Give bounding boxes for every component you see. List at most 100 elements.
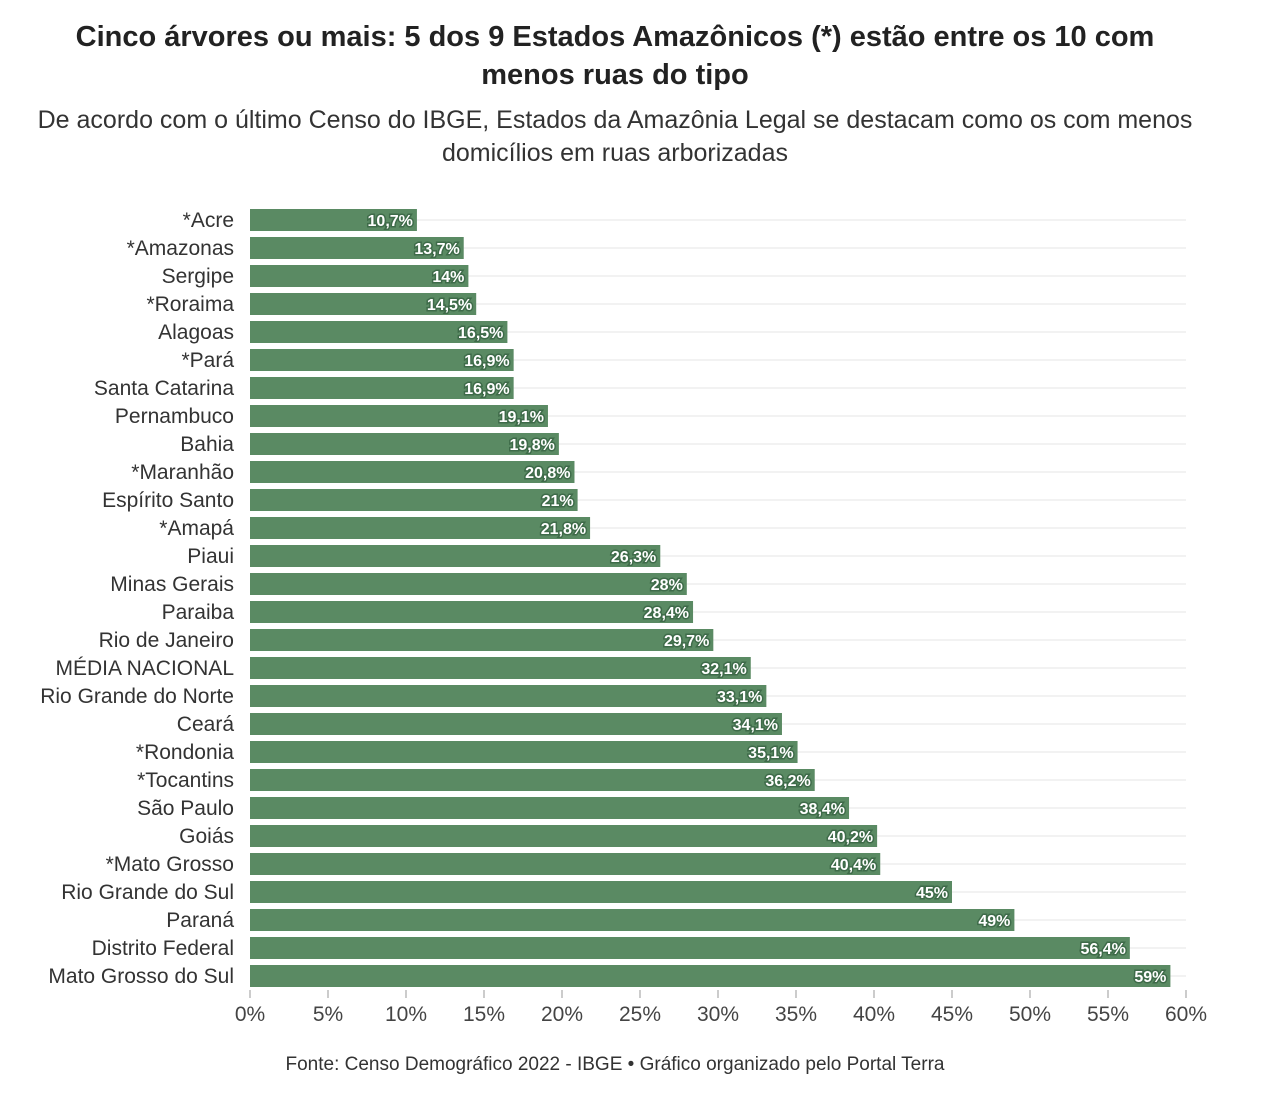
data-label: 13,7% [414, 241, 459, 258]
bar-chart: *Acre *Amazonas Sergipe *Roraima Alagoas *Par… [40, 209, 1207, 1026]
data-label: 34,1% [733, 717, 778, 734]
bar [250, 657, 751, 679]
category-label: MÉDIA NACIONAL [55, 657, 234, 680]
bar [250, 685, 767, 707]
bar [250, 741, 798, 763]
data-label: 45% [916, 885, 948, 902]
bar [250, 545, 661, 567]
data-label: 21% [542, 493, 574, 510]
bar [250, 573, 687, 595]
category-label: Alagoas [158, 321, 234, 344]
x-tick-label: 20% [541, 1003, 583, 1026]
bar [250, 517, 591, 539]
x-tick-label: 30% [697, 1003, 739, 1026]
x-tick-label: 50% [1009, 1003, 1051, 1026]
bar [250, 377, 514, 399]
data-label: 35,1% [748, 745, 793, 762]
category-label: *Mato Grosso [106, 853, 234, 876]
data-label: 19,1% [499, 409, 544, 426]
category-label: *Amapá [159, 517, 234, 540]
data-label: 40,2% [828, 829, 873, 846]
x-tick-label: 15% [463, 1003, 505, 1026]
category-label: Mato Grosso do Sul [48, 965, 234, 988]
category-labels: *Acre *Amazonas Sergipe *Roraima Alagoas *Par… [40, 209, 234, 988]
bar [250, 909, 1015, 931]
data-label: 16,5% [458, 325, 503, 342]
data-label: 36,2% [765, 773, 810, 790]
x-tick-label: 55% [1087, 1003, 1129, 1026]
category-label: *Acre [183, 209, 234, 232]
data-label: 56,4% [1080, 941, 1125, 958]
category-label: Ceará [177, 713, 235, 736]
bar [250, 769, 815, 791]
data-label: 10,7% [368, 213, 413, 230]
data-label: 16,9% [464, 353, 509, 370]
bar [250, 937, 1130, 959]
category-label: Pernambuco [115, 405, 234, 428]
data-label: 16,9% [464, 381, 509, 398]
category-label: Rio Grande do Norte [40, 685, 234, 708]
category-label: *Roraima [146, 293, 234, 316]
data-label: 33,1% [717, 689, 762, 706]
category-label: *Pará [181, 349, 234, 372]
data-label: 20,8% [525, 465, 570, 482]
category-label: São Paulo [137, 797, 234, 820]
category-label: Piaui [187, 545, 234, 568]
bar [250, 825, 878, 847]
category-label: *Rondonia [136, 741, 234, 764]
bar [250, 881, 952, 903]
bar [250, 853, 881, 875]
bar [250, 713, 782, 735]
data-label: 28% [651, 577, 683, 594]
bar [250, 349, 514, 371]
bar [250, 629, 714, 651]
data-label: 59% [1134, 969, 1166, 986]
bar [250, 265, 469, 287]
category-label: Goiás [179, 825, 234, 848]
category-label: Paraná [166, 909, 234, 932]
bar [250, 601, 694, 623]
x-tick-label: 5% [313, 1003, 343, 1026]
x-tick-label: 40% [853, 1003, 895, 1026]
x-tick-label: 45% [931, 1003, 973, 1026]
bar [250, 965, 1171, 987]
data-label: 19,8% [510, 437, 555, 454]
category-label: *Tocantins [137, 769, 234, 792]
category-label: Rio Grande do Sul [61, 881, 234, 904]
data-label: 40,4% [831, 857, 876, 874]
category-label: Sergipe [162, 265, 234, 288]
data-label: 38,4% [800, 801, 845, 818]
data-label: 29,7% [664, 633, 709, 650]
chart-title: Cinco árvores ou mais: 5 dos 9 Estados A… [75, 21, 1155, 91]
category-label: Rio de Janeiro [99, 629, 234, 652]
source-note: Fonte: Censo Demográfico 2022 - IBGE • G… [285, 1054, 945, 1075]
bar [250, 489, 578, 511]
bars [250, 209, 1171, 987]
data-labels: 10,7%13,7% 14% 14,5% 16,5% 16,9% 16,9% 19,1% 19… [366, 212, 1168, 988]
x-tick-label: 10% [385, 1003, 427, 1026]
x-tick-label: 0% [235, 1003, 265, 1026]
category-label: Bahia [180, 433, 234, 456]
bar [250, 797, 850, 819]
data-label: 26,3% [611, 549, 656, 566]
bar [250, 405, 548, 427]
category-label: *Maranhão [131, 461, 234, 484]
bar [250, 321, 508, 343]
category-label: Distrito Federal [92, 937, 234, 960]
category-label: *Amazonas [127, 237, 234, 260]
category-label: Paraiba [162, 601, 235, 624]
x-axis-ticks: 0% 5% 10% 15% 20% 25% 30% 35% 40% 45% 50% 55% 60% [235, 990, 1207, 1026]
x-tick-label: 60% [1165, 1003, 1207, 1026]
data-label: 32,1% [701, 661, 746, 678]
data-label: 28,4% [644, 605, 689, 622]
data-label: 21,8% [541, 521, 586, 538]
bar [250, 461, 575, 483]
category-label: Santa Catarina [94, 377, 234, 400]
x-tick-label: 35% [775, 1003, 817, 1026]
data-label: 14% [432, 269, 464, 286]
category-label: Espírito Santo [102, 489, 234, 512]
bar [250, 293, 477, 315]
data-label: 49% [978, 913, 1010, 930]
category-label: Minas Gerais [110, 573, 234, 596]
bar [250, 237, 464, 259]
